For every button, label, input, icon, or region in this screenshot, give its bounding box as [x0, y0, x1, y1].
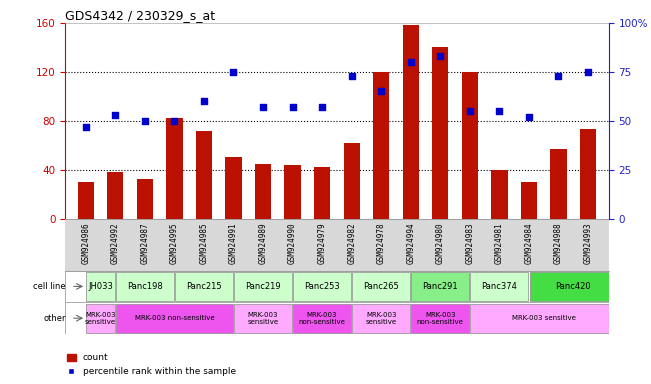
- Point: [553, 73, 564, 79]
- Point: [346, 73, 357, 79]
- Legend: count, percentile rank within the sample: count, percentile rank within the sample: [63, 350, 240, 379]
- Point: [199, 98, 209, 104]
- Text: GSM924981: GSM924981: [495, 223, 504, 264]
- FancyBboxPatch shape: [234, 304, 292, 333]
- Text: MRK-003
sensitive: MRK-003 sensitive: [85, 312, 116, 325]
- Bar: [550, 149, 566, 218]
- Bar: [402, 25, 419, 218]
- Text: MRK-003
non-sensitive: MRK-003 non-sensitive: [417, 312, 464, 325]
- Point: [376, 88, 387, 94]
- FancyBboxPatch shape: [411, 272, 469, 301]
- Text: Panc198: Panc198: [127, 282, 163, 291]
- Point: [169, 118, 180, 124]
- Text: Panc374: Panc374: [482, 282, 518, 291]
- Text: GSM924989: GSM924989: [258, 223, 268, 264]
- Text: GSM924983: GSM924983: [465, 223, 475, 264]
- FancyBboxPatch shape: [116, 272, 174, 301]
- FancyBboxPatch shape: [529, 272, 617, 301]
- Text: GDS4342 / 230329_s_at: GDS4342 / 230329_s_at: [65, 9, 215, 22]
- Text: GSM924985: GSM924985: [199, 223, 208, 264]
- Bar: [107, 172, 124, 218]
- Text: GSM924978: GSM924978: [377, 223, 385, 264]
- Bar: [77, 182, 94, 218]
- Text: Panc219: Panc219: [245, 282, 281, 291]
- Point: [229, 69, 239, 75]
- FancyBboxPatch shape: [87, 272, 115, 301]
- Bar: [344, 143, 360, 218]
- Bar: [580, 129, 596, 218]
- Bar: [225, 157, 242, 218]
- FancyBboxPatch shape: [471, 304, 617, 333]
- Text: MRK-003 sensitive: MRK-003 sensitive: [512, 315, 575, 321]
- Point: [81, 124, 91, 130]
- Bar: [196, 131, 212, 218]
- FancyBboxPatch shape: [293, 272, 351, 301]
- Point: [406, 59, 416, 65]
- Text: MRK-003
sensitive: MRK-003 sensitive: [366, 312, 396, 325]
- Text: GSM924993: GSM924993: [583, 223, 592, 264]
- Text: GSM924980: GSM924980: [436, 223, 445, 264]
- FancyBboxPatch shape: [352, 272, 410, 301]
- Text: MRK-003
non-sensitive: MRK-003 non-sensitive: [299, 312, 346, 325]
- Point: [140, 118, 150, 124]
- Text: GSM924994: GSM924994: [406, 223, 415, 264]
- Bar: [373, 72, 389, 218]
- Point: [317, 104, 327, 110]
- Text: MRK-003 non-sensitive: MRK-003 non-sensitive: [135, 315, 214, 321]
- Point: [287, 104, 298, 110]
- FancyBboxPatch shape: [352, 304, 410, 333]
- Text: MRK-003
sensitive: MRK-003 sensitive: [247, 312, 279, 325]
- Bar: [521, 182, 537, 218]
- Point: [494, 108, 505, 114]
- Text: Panc291: Panc291: [422, 282, 458, 291]
- Bar: [314, 167, 330, 218]
- Text: other: other: [43, 314, 66, 323]
- Text: Panc215: Panc215: [186, 282, 222, 291]
- Text: GSM924987: GSM924987: [141, 223, 149, 264]
- Text: Panc420: Panc420: [555, 282, 591, 291]
- FancyBboxPatch shape: [471, 272, 529, 301]
- FancyBboxPatch shape: [234, 272, 292, 301]
- Text: GSM924990: GSM924990: [288, 223, 297, 264]
- Bar: [255, 164, 271, 218]
- Point: [583, 69, 593, 75]
- Text: Panc265: Panc265: [363, 282, 399, 291]
- FancyBboxPatch shape: [87, 304, 115, 333]
- Text: GSM924986: GSM924986: [81, 223, 90, 264]
- Bar: [137, 179, 153, 218]
- Text: GSM924991: GSM924991: [229, 223, 238, 264]
- Point: [258, 104, 268, 110]
- Text: GSM924979: GSM924979: [318, 223, 327, 264]
- Bar: [462, 72, 478, 218]
- Point: [465, 108, 475, 114]
- Bar: [432, 48, 449, 218]
- Bar: [166, 118, 182, 218]
- Text: GSM924988: GSM924988: [554, 223, 563, 264]
- Bar: [284, 165, 301, 218]
- FancyBboxPatch shape: [116, 304, 233, 333]
- Text: GSM924992: GSM924992: [111, 223, 120, 264]
- FancyBboxPatch shape: [175, 272, 233, 301]
- FancyBboxPatch shape: [293, 304, 351, 333]
- Text: Panc253: Panc253: [304, 282, 340, 291]
- Point: [110, 112, 120, 118]
- Text: GSM924995: GSM924995: [170, 223, 179, 264]
- Point: [523, 114, 534, 120]
- Bar: [492, 170, 508, 218]
- Text: cell line: cell line: [33, 282, 66, 291]
- Text: GSM924984: GSM924984: [525, 223, 533, 264]
- Point: [435, 53, 445, 60]
- Text: JH033: JH033: [88, 282, 113, 291]
- FancyBboxPatch shape: [411, 304, 469, 333]
- Text: GSM924982: GSM924982: [347, 223, 356, 264]
